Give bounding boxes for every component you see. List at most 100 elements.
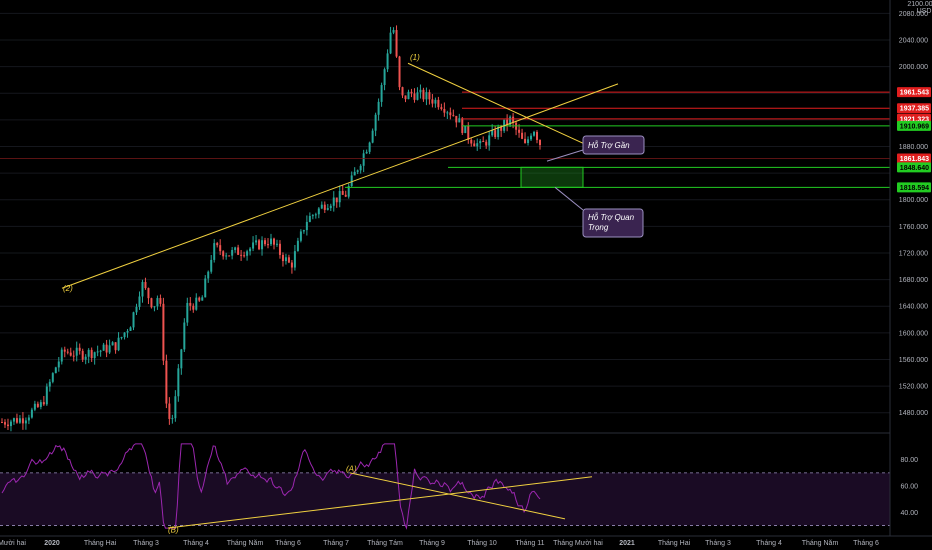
candle-body[interactable] bbox=[9, 421, 12, 427]
candle-body[interactable] bbox=[84, 356, 87, 360]
candle-body[interactable] bbox=[114, 342, 117, 351]
candle-body[interactable] bbox=[500, 126, 503, 131]
candle-body[interactable] bbox=[141, 281, 144, 297]
oscillator-falling-trendline[interactable] bbox=[349, 472, 566, 520]
candle-body[interactable] bbox=[213, 243, 216, 260]
candle-body[interactable] bbox=[150, 298, 153, 308]
candle-body[interactable] bbox=[512, 116, 515, 123]
candle-body[interactable] bbox=[267, 244, 270, 246]
candle-body[interactable] bbox=[78, 347, 81, 351]
candle-body[interactable] bbox=[302, 230, 305, 232]
candle-body[interactable] bbox=[243, 255, 246, 257]
candle-body[interactable] bbox=[287, 257, 290, 263]
candle-body[interactable] bbox=[135, 306, 138, 313]
candle-body[interactable] bbox=[207, 271, 210, 279]
candle-body[interactable] bbox=[425, 92, 428, 100]
candle-body[interactable] bbox=[39, 402, 42, 407]
candle-body[interactable] bbox=[326, 208, 329, 210]
candle-body[interactable] bbox=[12, 418, 15, 422]
candle-body[interactable] bbox=[272, 238, 275, 245]
candle-body[interactable] bbox=[159, 298, 162, 304]
candle-body[interactable] bbox=[255, 240, 258, 243]
candle-body[interactable] bbox=[443, 108, 446, 113]
candle-body[interactable] bbox=[374, 114, 377, 131]
candle-body[interactable] bbox=[180, 349, 183, 369]
candle-body[interactable] bbox=[488, 135, 491, 146]
candle-body[interactable] bbox=[198, 297, 201, 301]
candle-body[interactable] bbox=[482, 141, 485, 143]
candle-body[interactable] bbox=[380, 85, 383, 102]
candle-body[interactable] bbox=[69, 352, 72, 356]
price-tag-1848.640[interactable]: 1848.640 bbox=[897, 162, 931, 173]
candle-body[interactable] bbox=[389, 32, 392, 54]
candle-body[interactable] bbox=[96, 351, 99, 353]
candle-body[interactable] bbox=[323, 204, 326, 210]
candle-body[interactable] bbox=[93, 352, 96, 359]
candle-body[interactable] bbox=[440, 107, 443, 109]
candle-body[interactable] bbox=[246, 251, 249, 256]
candle-body[interactable] bbox=[407, 91, 410, 100]
candle-body[interactable] bbox=[341, 191, 344, 195]
candle-body[interactable] bbox=[401, 87, 404, 96]
candle-body[interactable] bbox=[365, 151, 368, 154]
candle-body[interactable] bbox=[27, 417, 30, 421]
candle-body[interactable] bbox=[431, 99, 434, 104]
candle-body[interactable] bbox=[123, 332, 126, 338]
candle-body[interactable] bbox=[497, 126, 500, 138]
candle-body[interactable] bbox=[386, 53, 389, 70]
candle-body[interactable] bbox=[368, 142, 371, 152]
candle-body[interactable] bbox=[518, 129, 521, 133]
candle-body[interactable] bbox=[506, 119, 509, 125]
candle-body[interactable] bbox=[81, 350, 84, 360]
candle-body[interactable] bbox=[308, 216, 311, 222]
candle-body[interactable] bbox=[21, 418, 24, 424]
candle-body[interactable] bbox=[99, 350, 102, 352]
candle-body[interactable] bbox=[270, 238, 272, 245]
candle-body[interactable] bbox=[470, 139, 473, 144]
candle-body[interactable] bbox=[252, 242, 255, 249]
candle-body[interactable] bbox=[60, 349, 63, 362]
candle-body[interactable] bbox=[458, 118, 461, 123]
candle-body[interactable] bbox=[195, 297, 198, 310]
candle-body[interactable] bbox=[533, 131, 536, 136]
candle-body[interactable] bbox=[422, 89, 425, 100]
candle-body[interactable] bbox=[177, 368, 180, 397]
candle-body[interactable] bbox=[30, 409, 33, 418]
candle-body[interactable] bbox=[147, 288, 150, 299]
candle-body[interactable] bbox=[299, 231, 302, 241]
candle-body[interactable] bbox=[356, 170, 359, 172]
candle-body[interactable] bbox=[162, 303, 165, 361]
candle-body[interactable] bbox=[332, 197, 335, 206]
candle-body[interactable] bbox=[491, 130, 494, 136]
candle-body[interactable] bbox=[189, 302, 192, 306]
candle-body[interactable] bbox=[284, 257, 287, 262]
candle-body[interactable] bbox=[15, 418, 18, 423]
candle-body[interactable] bbox=[347, 186, 350, 197]
candle-body[interactable] bbox=[192, 305, 195, 310]
candle-body[interactable] bbox=[317, 208, 320, 215]
candle-body[interactable] bbox=[132, 312, 135, 328]
candle-body[interactable] bbox=[275, 243, 278, 245]
candle-body[interactable] bbox=[264, 240, 267, 245]
candle-body[interactable] bbox=[126, 330, 129, 333]
candle-body[interactable] bbox=[437, 99, 440, 108]
price-tag-1818.594[interactable]: 1818.594 bbox=[897, 182, 931, 193]
candle-body[interactable] bbox=[111, 342, 114, 346]
candle-body[interactable] bbox=[434, 99, 437, 104]
candle-body[interactable] bbox=[362, 153, 365, 166]
candle-body[interactable] bbox=[452, 115, 455, 117]
candle-body[interactable] bbox=[290, 262, 293, 268]
candle-body[interactable] bbox=[75, 347, 78, 356]
candle-body[interactable] bbox=[174, 396, 177, 419]
candle-body[interactable] bbox=[222, 251, 225, 257]
candle-body[interactable] bbox=[338, 191, 341, 203]
candle-body[interactable] bbox=[320, 204, 323, 209]
candle-body[interactable] bbox=[204, 278, 207, 298]
candle-body[interactable] bbox=[165, 360, 168, 404]
price-tag-1961.543[interactable]: 1961.543 bbox=[897, 87, 931, 98]
candle-body[interactable] bbox=[42, 402, 45, 405]
candle-body[interactable] bbox=[90, 349, 93, 359]
candle-body[interactable] bbox=[258, 240, 261, 250]
candle-body[interactable] bbox=[249, 248, 252, 252]
